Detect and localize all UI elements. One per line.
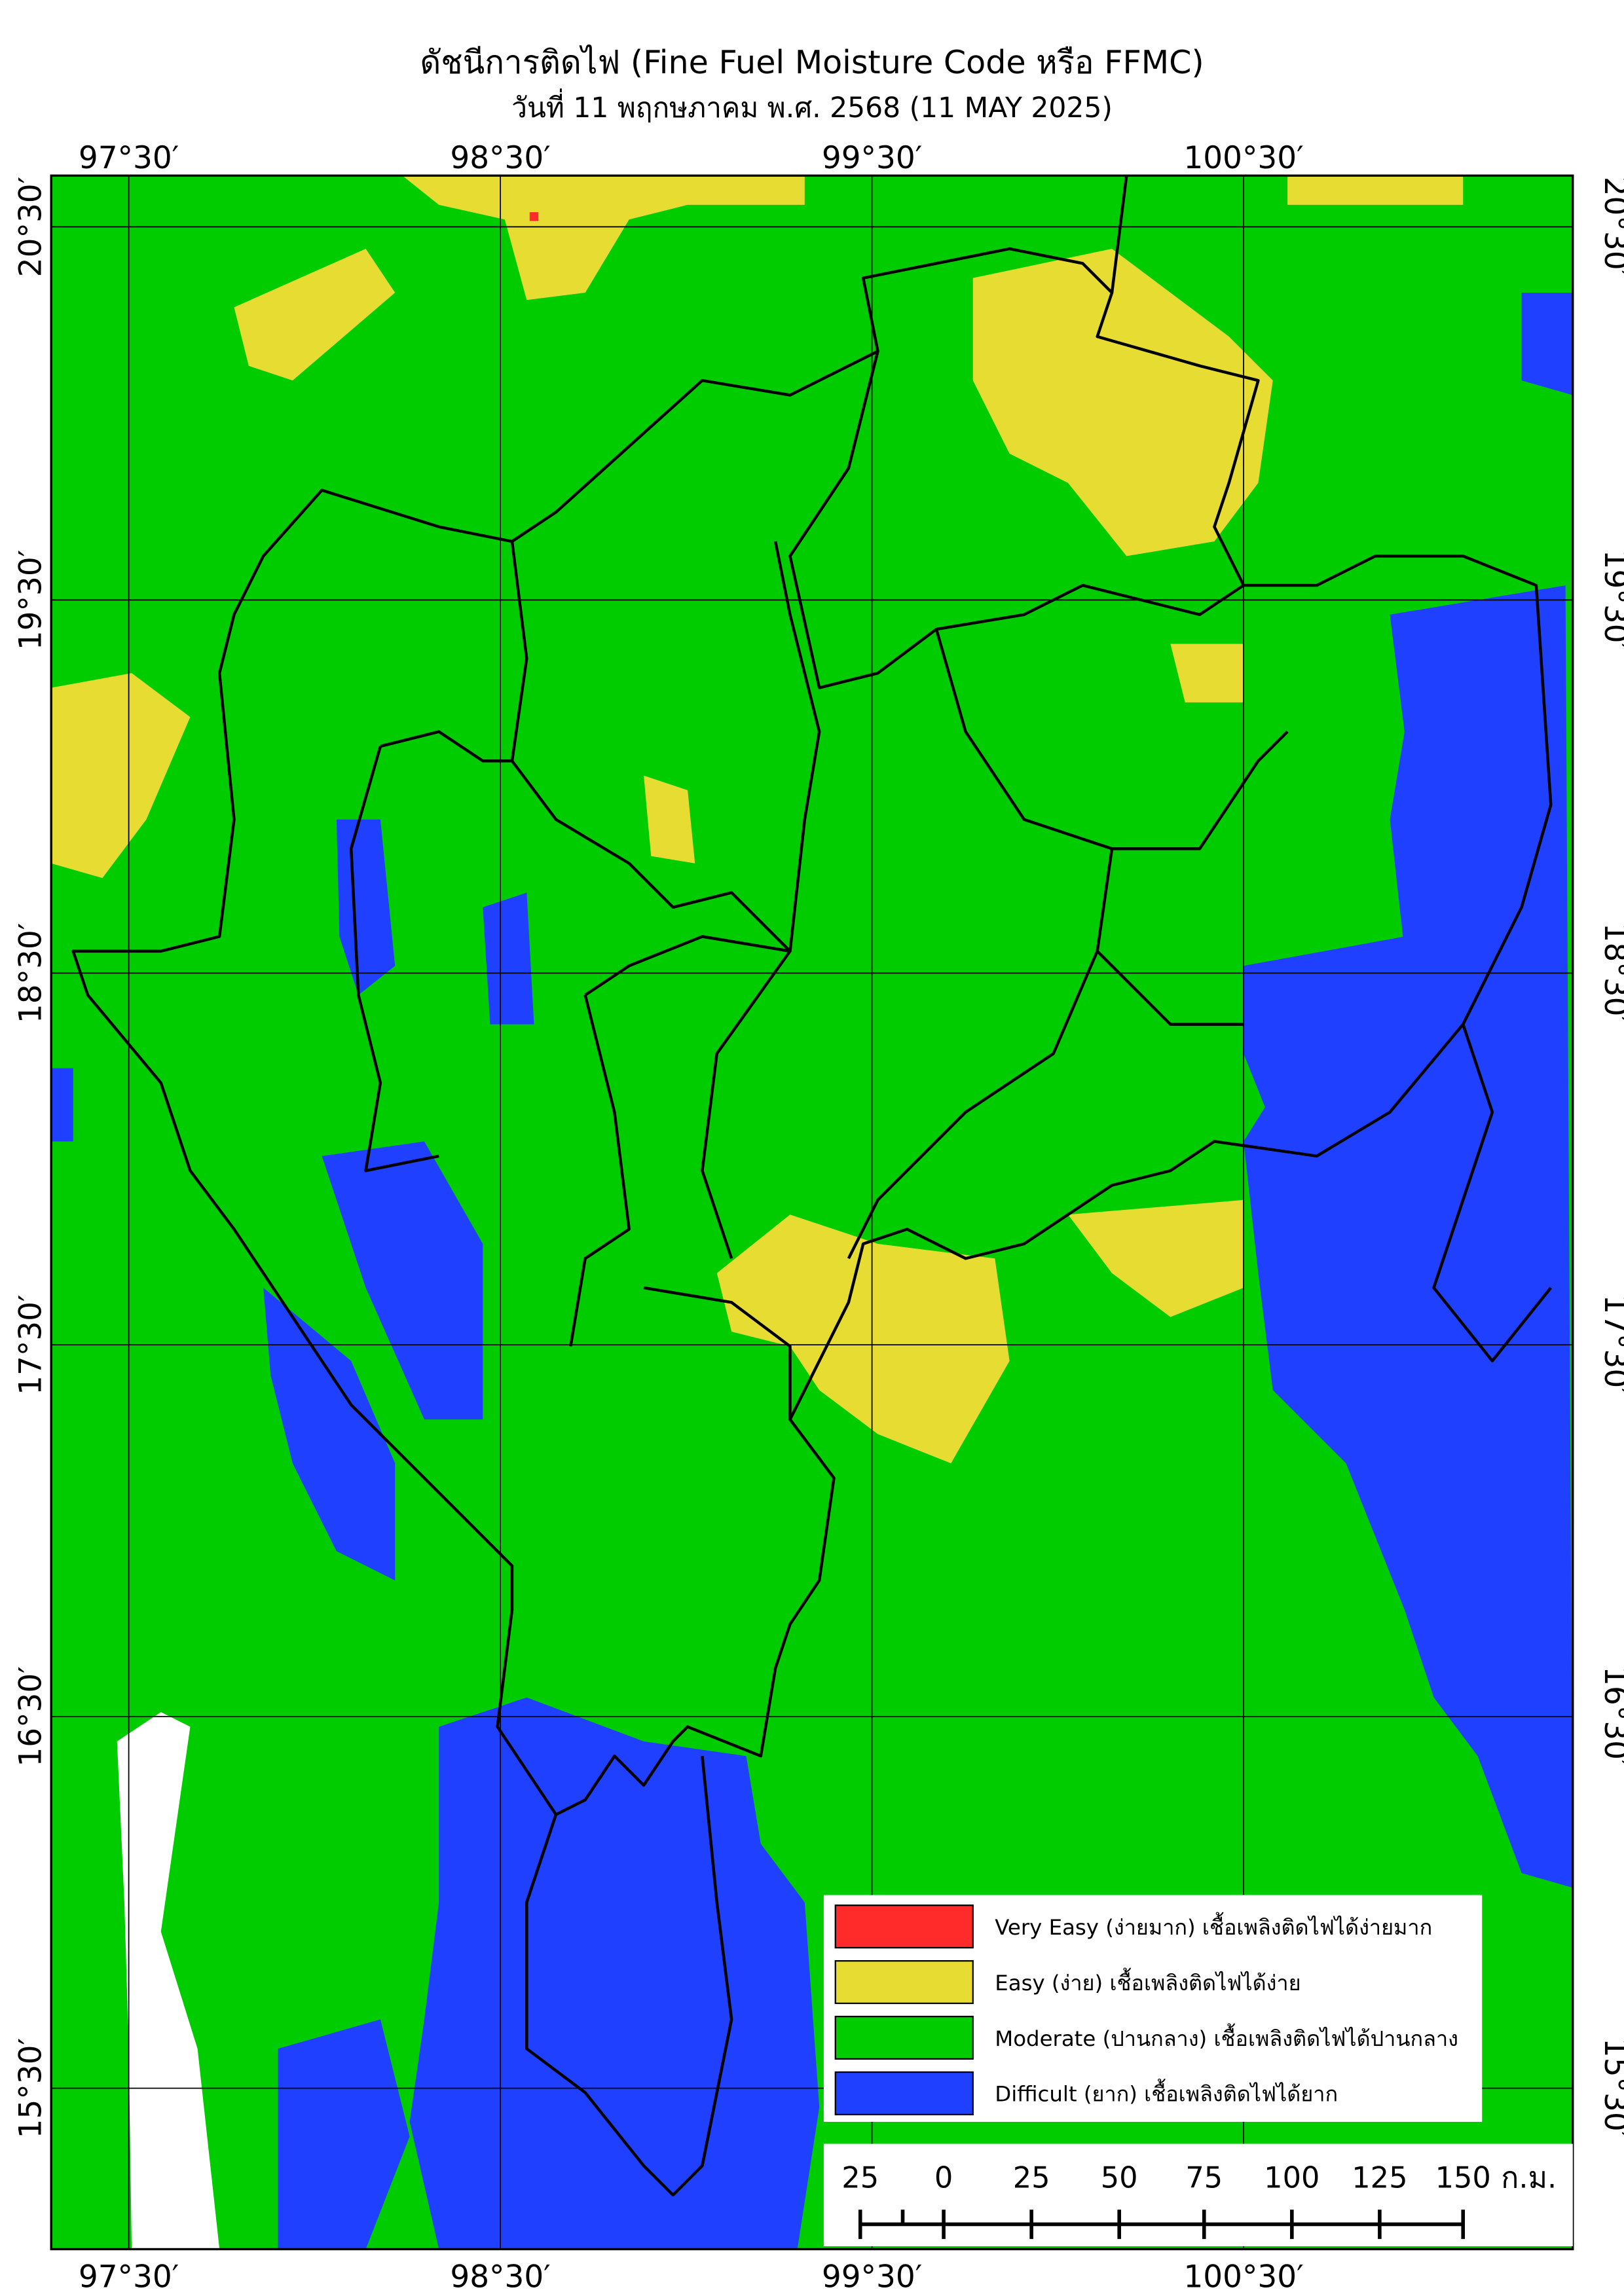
scale-label: 125 [1352,2161,1407,2195]
scale-unit: ก.ม. [1501,2161,1557,2195]
legend-swatch [834,2015,974,2060]
legend-label: Very Easy (ง่ายมาก) เชื้อเพลิงติดไฟได้ง่… [995,1912,1432,1940]
lat-label: 15°30′ [13,2038,49,2139]
scale-bar: 25 0 25 50 75 100 125 150 ก.ม. [823,2143,1573,2247]
lon-label: 97°30′ [79,140,179,176]
lon-labels-top: 97°30′ 98°30′ 99°30′ 100°30′ [79,140,1304,176]
legend-swatch [834,2071,974,2115]
scale-label: 25 [841,2161,879,2195]
scale-box [823,2143,1573,2247]
legend: Very Easy (ง่ายมาก) เชื้อเพลิงติดไฟได้ง่… [823,1895,1483,2123]
lat-label: 19°30′ [1597,550,1624,651]
scale-label: 75 [1185,2161,1223,2195]
legend-label: Difficult (ยาก) เชื้อเพลิงติดไฟได้ยาก [995,2079,1338,2107]
legend-label: Easy (ง่าย) เชื้อเพลิงติดไฟได้ง่าย [995,1967,1301,1995]
lon-labels-bottom: 97°30′ 98°30′ 99°30′ 100°30′ [79,2259,1304,2295]
scale-label: 50 [1101,2161,1138,2195]
lat-label: 20°30′ [1597,177,1624,278]
lon-label: 98°30′ [450,2259,550,2295]
lat-labels-left: 20°30′ 19°30′ 18°30′ 17°30′ 16°30′ 15°30′ [13,177,49,2139]
lon-label: 99°30′ [822,2259,922,2295]
legend-swatch [834,1960,974,2005]
legend-swatch [834,1904,974,1949]
lat-label: 17°30′ [1597,1294,1624,1395]
lon-label: 100°30′ [1183,2259,1303,2295]
lat-label: 19°30′ [13,550,49,651]
lon-label: 99°30′ [822,140,922,176]
lat-labels-right: 20°30′ 19°30′ 18°30′ 17°30′ 16°30′ 15°30′ [1597,177,1624,2139]
scale-label: 25 [1013,2161,1050,2195]
scale-line [858,2210,1466,2239]
scale-label: 100 [1264,2161,1320,2195]
lat-label: 17°30′ [13,1294,49,1395]
lon-label: 97°30′ [79,2259,179,2295]
legend-label: Moderate (ปานกลาง) เชื้อเพลิงติดไฟได้ปาน… [995,2023,1458,2051]
lat-label: 16°30′ [1597,1666,1624,1767]
subtitle: วันที่ 11 พฤกษภาคม พ.ศ. 2568 (11 MAY 202… [511,88,1113,124]
lat-label: 15°30′ [1597,2038,1624,2139]
scale-label: 0 [934,2161,953,2195]
fuel-map [51,175,1573,2250]
scale-label: 150 [1435,2161,1491,2195]
lat-label: 16°30′ [13,1666,49,1767]
title: ดัชนีการติดไฟ (Fine Fuel Moisture Code ห… [420,43,1204,81]
lon-label: 100°30′ [1183,140,1303,176]
lon-label: 98°30′ [450,140,550,176]
lat-label: 18°30′ [1597,923,1624,1024]
lat-label: 18°30′ [13,923,49,1024]
lat-label: 20°30′ [13,177,49,278]
